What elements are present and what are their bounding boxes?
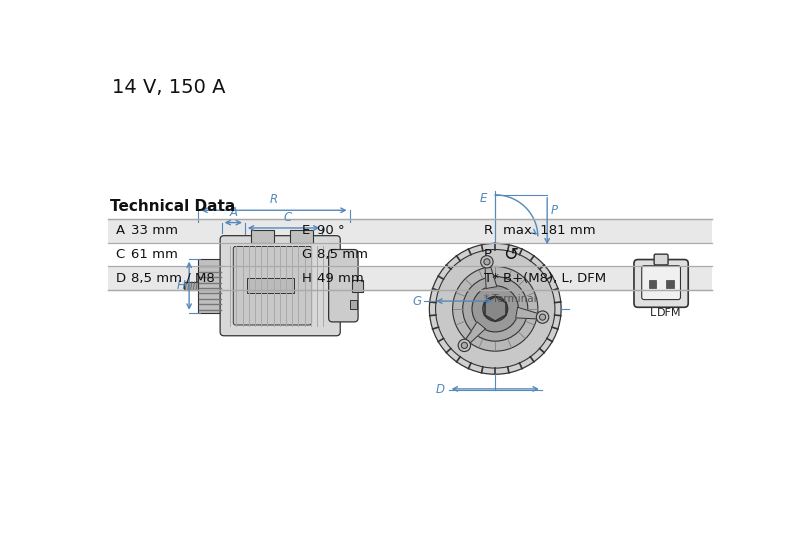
Polygon shape — [466, 322, 486, 344]
Circle shape — [536, 311, 549, 324]
Text: 14 V, 150 A: 14 V, 150 A — [112, 78, 225, 97]
Bar — [108, 266, 712, 290]
Circle shape — [484, 259, 490, 265]
Bar — [108, 243, 712, 266]
FancyBboxPatch shape — [234, 246, 311, 325]
FancyBboxPatch shape — [642, 265, 681, 300]
Text: D: D — [115, 272, 126, 285]
Text: ↺: ↺ — [503, 246, 518, 263]
Circle shape — [458, 339, 470, 352]
Text: 8,5 mm / M8: 8,5 mm / M8 — [131, 272, 214, 285]
Circle shape — [483, 296, 508, 321]
Text: E: E — [480, 192, 487, 205]
Polygon shape — [485, 266, 497, 288]
Text: P: P — [484, 248, 492, 261]
Polygon shape — [516, 307, 538, 319]
Circle shape — [435, 249, 555, 368]
Text: B+(M8), L, DFM: B+(M8), L, DFM — [503, 272, 606, 285]
Text: R: R — [270, 193, 278, 206]
Circle shape — [462, 277, 528, 341]
Text: A: A — [230, 206, 238, 219]
Bar — [198, 259, 222, 313]
Bar — [666, 280, 674, 288]
FancyBboxPatch shape — [329, 249, 358, 322]
Text: D: D — [436, 383, 445, 396]
Bar — [247, 278, 294, 294]
Text: T*: T* — [484, 272, 498, 285]
Text: H: H — [176, 279, 186, 292]
Bar — [649, 280, 657, 288]
Circle shape — [462, 342, 467, 349]
Text: C: C — [283, 211, 292, 224]
Text: 90 °: 90 ° — [317, 224, 345, 237]
Bar — [352, 280, 362, 292]
Bar — [290, 230, 313, 244]
Text: R: R — [484, 224, 493, 237]
Bar — [185, 282, 198, 289]
Text: 61 mm: 61 mm — [131, 248, 178, 261]
Text: L: L — [650, 308, 656, 318]
Text: Technical Data: Technical Data — [110, 199, 235, 214]
Circle shape — [539, 314, 546, 320]
Text: 8,5 mm: 8,5 mm — [317, 248, 368, 261]
Bar — [350, 300, 357, 309]
Bar — [108, 219, 712, 243]
FancyBboxPatch shape — [220, 236, 340, 336]
Text: G: G — [302, 248, 312, 261]
Text: DFM: DFM — [658, 308, 682, 318]
Bar — [251, 230, 274, 244]
Text: C: C — [115, 248, 125, 261]
FancyBboxPatch shape — [654, 254, 668, 265]
Text: G: G — [413, 295, 422, 308]
Circle shape — [453, 266, 538, 351]
Text: * Terminal: * Terminal — [485, 294, 537, 304]
Text: A: A — [115, 224, 125, 237]
Text: 33 mm: 33 mm — [131, 224, 178, 237]
Text: H: H — [302, 272, 311, 285]
Text: P: P — [550, 204, 558, 217]
Text: max. 181 mm: max. 181 mm — [503, 224, 596, 237]
Text: 49 mm: 49 mm — [317, 272, 364, 285]
Circle shape — [481, 256, 493, 268]
FancyBboxPatch shape — [634, 260, 688, 308]
Circle shape — [472, 286, 518, 332]
Text: E: E — [302, 224, 310, 237]
Circle shape — [430, 244, 561, 374]
